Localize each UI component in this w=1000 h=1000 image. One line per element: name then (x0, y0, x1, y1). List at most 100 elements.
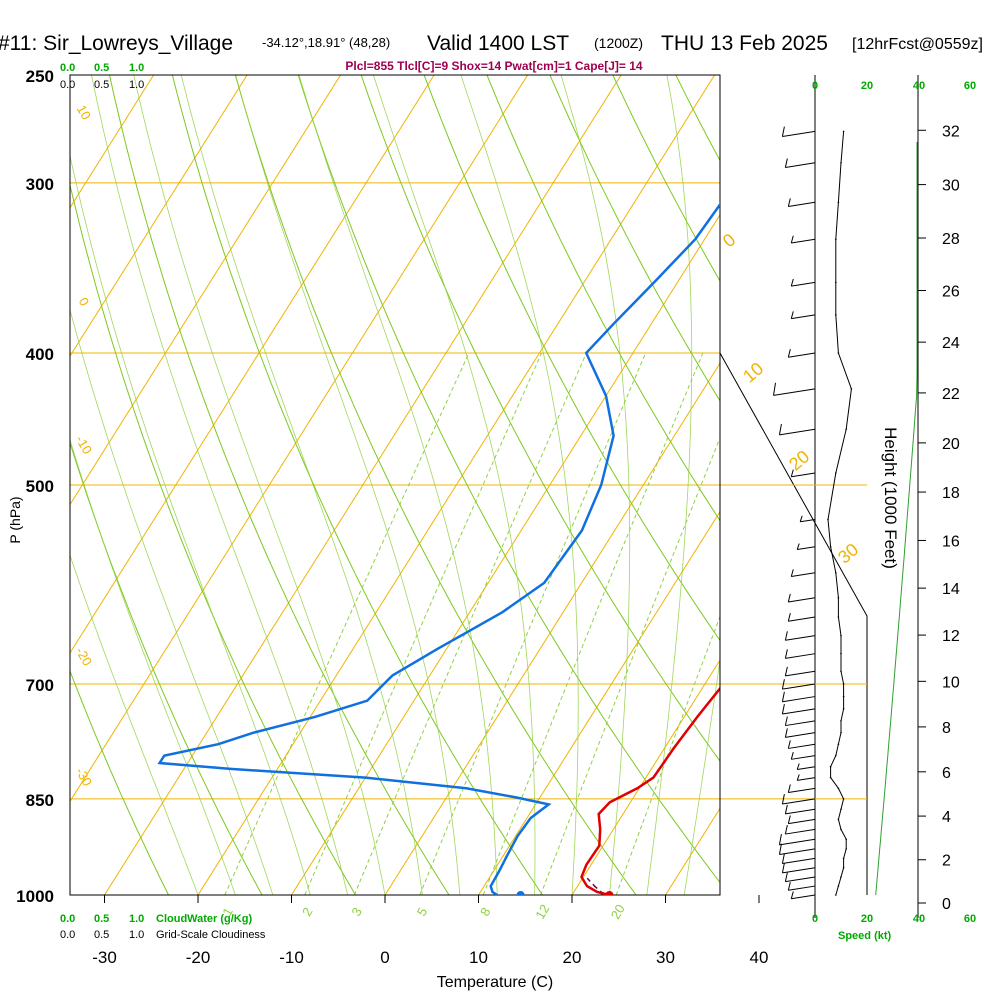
wind-barb-flag (790, 311, 794, 319)
wind-barb (791, 894, 816, 900)
dry-adiabat (612, 75, 720, 282)
wind-barb (788, 885, 816, 891)
top-black-1: 1.0 (129, 79, 144, 91)
isotherm-line (290, 213, 720, 895)
mixing-ratio-line (353, 352, 587, 895)
temp-tick-label: -10 (279, 948, 304, 967)
wind-barb-flag (787, 740, 791, 749)
wind-barb (785, 653, 816, 659)
speed-top-60: 60 (964, 80, 976, 92)
dry-adiabat (486, 75, 720, 522)
station-coords: -34.12°,18.91° (48,28) (262, 35, 390, 50)
mixing-ratio-line (615, 615, 720, 895)
wind-barb-flag (796, 763, 800, 770)
wind-barb (773, 388, 816, 396)
bottom-green-1: 1.0 (129, 913, 144, 925)
dry-adiabat (70, 441, 263, 895)
moist-adiabat (235, 75, 461, 895)
wind-barb (779, 848, 816, 855)
wind-barb-flag (787, 349, 791, 358)
top-black-05: 0.5 (94, 79, 109, 91)
wind-barb (791, 281, 816, 287)
moist-adiabat (70, 438, 236, 895)
wind-barb-flag (773, 382, 776, 396)
wind-barb (785, 720, 816, 727)
moist-adiabat (372, 75, 536, 895)
moist-adiabat (70, 553, 199, 895)
mixing-ratio-label: 3 (348, 905, 365, 919)
height-tick-label: 20 (942, 436, 960, 453)
height-tick-label: 26 (942, 284, 960, 301)
wind-barb (785, 162, 816, 168)
mixing-ratio-line (540, 436, 720, 895)
wind-barb (791, 755, 816, 760)
wind-barb-flag (784, 804, 788, 815)
top-cloud-scales: 0.0 0.5 1.0 0.0 0.5 1.0 (60, 62, 144, 91)
speed-bottom-60: 60 (964, 913, 976, 925)
wind-barb-flag (784, 824, 788, 835)
wind-barb-flag (790, 235, 794, 244)
moist-adiabat (298, 75, 498, 895)
wind-barb (788, 818, 816, 825)
wind-barb (782, 857, 816, 865)
isotherm-line (103, 75, 622, 895)
speed-trace (827, 131, 852, 896)
isotherm-line (571, 659, 720, 895)
top-black-0: 0.0 (60, 79, 75, 91)
wind-barb-flag (778, 843, 782, 855)
height-tick-label: 22 (942, 386, 960, 403)
temp-tick-label: 10 (469, 948, 488, 967)
right-axis-label: Height (1000 Feet) (881, 427, 900, 569)
speed-label: Speed (kt) (838, 930, 892, 942)
height-tick-label: 14 (942, 581, 960, 598)
wind-barb (788, 787, 816, 794)
speed-bottom-40: 40 (913, 913, 925, 925)
isotherm-label: 20 (785, 446, 813, 474)
isotherm-line (0, 0, 143, 924)
zulu-time: (1200Z) (594, 35, 643, 51)
wind-barb-flag (787, 815, 791, 824)
isotherm-line (741, 0, 1000, 924)
height-tick-label: 24 (942, 335, 960, 352)
top-green-1: 1.0 (129, 62, 144, 74)
wind-barb-flag (787, 784, 791, 793)
wind-barb-flag (790, 569, 794, 577)
wind-barb-flag (790, 751, 794, 760)
mixing-ratio-label: 2 (299, 905, 316, 919)
dewpoint-trace (157, 202, 720, 895)
isotherm-line (70, 75, 248, 358)
wind-barb-flag (781, 853, 785, 864)
isotherm-line (0, 0, 50, 924)
moist-adiabat (560, 75, 631, 895)
wind-barb (785, 828, 816, 835)
bottom-black-1: 1.0 (129, 929, 144, 941)
temperature-trace (580, 686, 720, 895)
moist-adiabat (70, 154, 311, 895)
dry-adiabat (975, 51, 1000, 924)
mixing-ratio-label: 5 (414, 905, 431, 919)
wind-barb-flag (781, 691, 785, 702)
dry-adiabat (549, 75, 720, 402)
wind-barb (788, 743, 816, 749)
wind-barb (791, 472, 816, 478)
wind-barb (791, 314, 816, 320)
isotherm-line (70, 75, 435, 654)
mixing-ratio-line (224, 352, 470, 895)
height-tick-label: 6 (942, 765, 951, 782)
speed-bottom-20: 20 (861, 913, 873, 925)
pressure-tick-label: 300 (26, 175, 54, 194)
wind-barb-flag (784, 872, 788, 882)
wind-barb-flag (784, 728, 788, 738)
bottom-cloud-scales: 0.0 0.5 1.0 CloudWater (g/Kg) 0.0 0.5 1.… (60, 913, 266, 941)
wind-barb (797, 766, 816, 770)
dry-adiabat (360, 75, 720, 762)
pressure-tick-label: 500 (26, 477, 54, 496)
height-trace (875, 142, 918, 896)
isotherm-line (834, 0, 1000, 924)
dry-adiabat (70, 183, 357, 895)
wind-barb (788, 201, 816, 207)
x-axis-label: Temperature (C) (437, 974, 553, 991)
mixing-ratio-line (482, 352, 704, 895)
wind-barb-flag (784, 716, 788, 726)
isotherm-line (197, 75, 716, 895)
